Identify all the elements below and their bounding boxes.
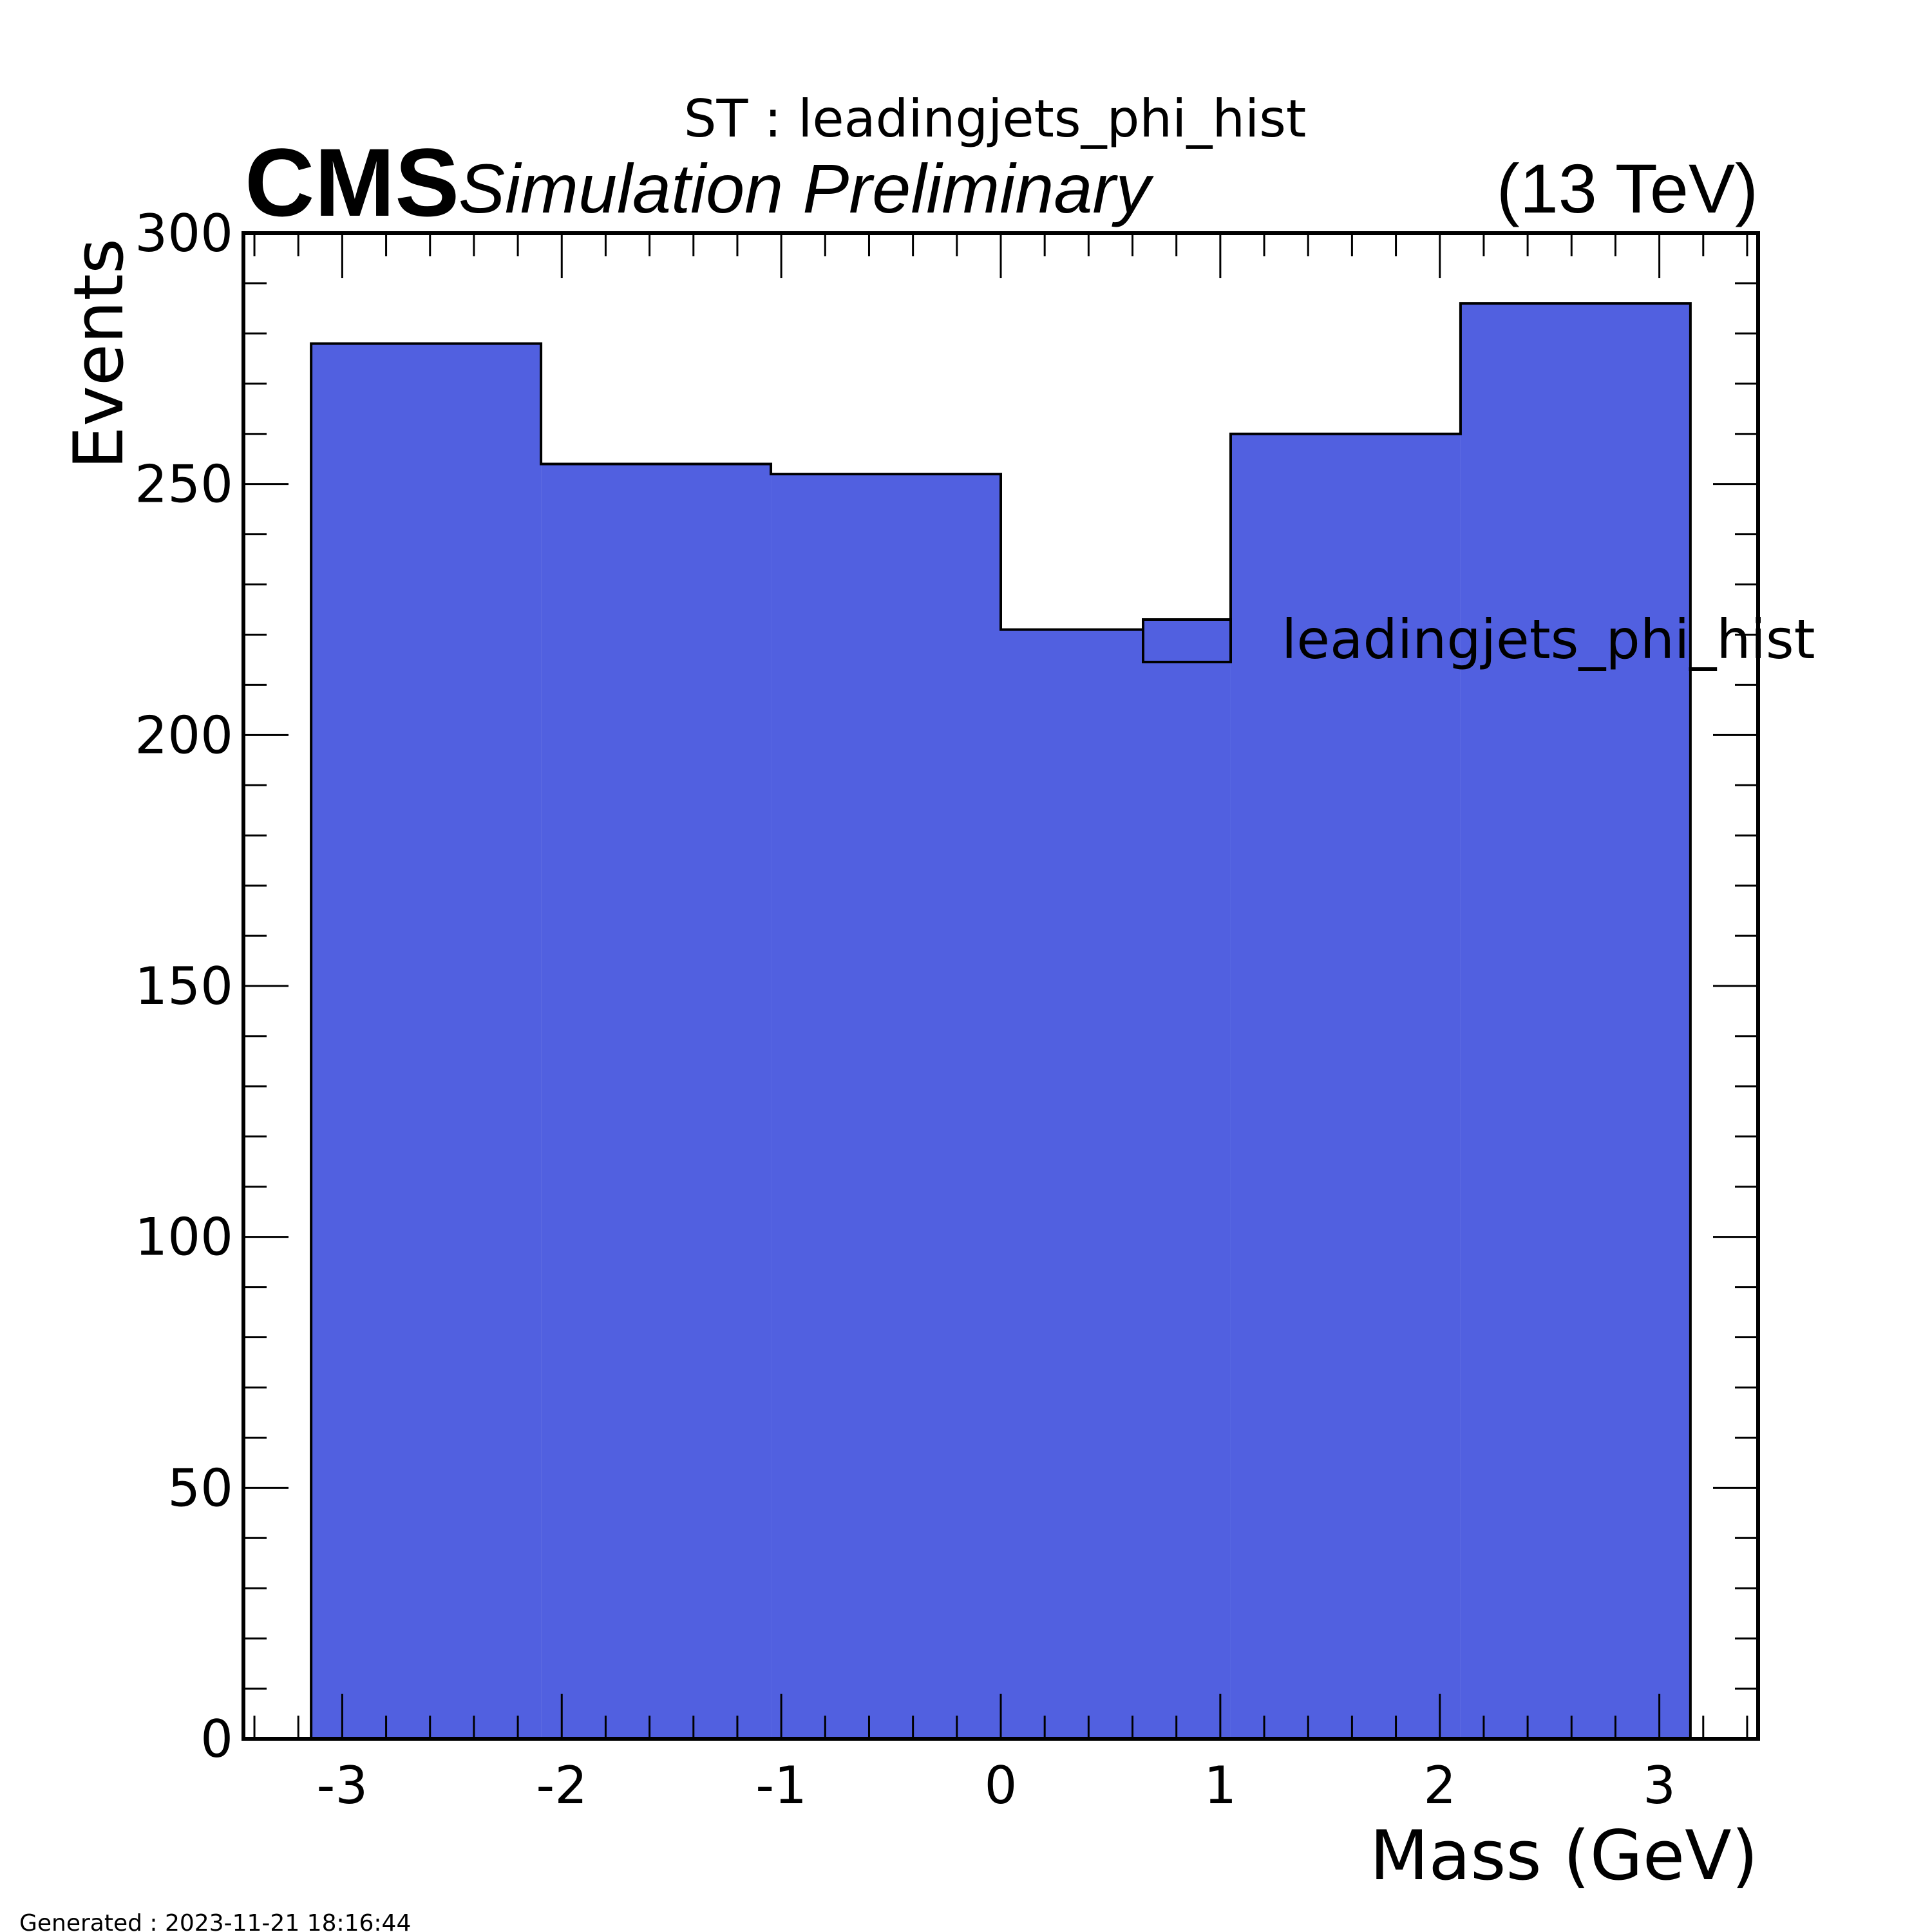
plot-frame xyxy=(242,231,1760,1741)
legend: leadingjets_phi_hist xyxy=(1142,608,1815,671)
x-tick-label: -1 xyxy=(755,1756,807,1815)
histogram-bar xyxy=(311,343,542,1739)
x-tick-label: 2 xyxy=(1423,1756,1456,1815)
y-tick-label: 100 xyxy=(135,1208,233,1267)
generated-timestamp: Generated : 2023-11-21 18:16:44 xyxy=(19,1910,411,1932)
legend-swatch xyxy=(1142,618,1232,663)
x-tick-label: 0 xyxy=(985,1756,1018,1815)
x-tick-label: -2 xyxy=(536,1756,587,1815)
x-tick-label: 1 xyxy=(1204,1756,1236,1815)
status-label: Simulation Preliminary xyxy=(459,149,1154,227)
histogram-bar xyxy=(541,464,772,1739)
experiment-label: CMS xyxy=(245,128,459,236)
y-tick-label: 300 xyxy=(135,204,233,263)
histogram-outline xyxy=(310,302,1692,1739)
legend-entry-label: leadingjets_phi_hist xyxy=(1282,608,1815,671)
energy-label: (13 TeV) xyxy=(1497,149,1758,227)
x-tick-label: 3 xyxy=(1643,1756,1676,1815)
y-tick-label: 250 xyxy=(135,455,233,515)
y-tick-label: 0 xyxy=(200,1709,233,1769)
y-tick-label: 150 xyxy=(135,956,233,1016)
histogram-bar xyxy=(771,474,1001,1739)
tick-labels-layer: -3 -2 -1 0 1 2 3 0 50 100 150 200 250 300 xyxy=(135,204,1676,1815)
x-tick-label: -3 xyxy=(317,1756,368,1815)
y-axis-label: Events xyxy=(59,238,138,469)
chart-title: ST : leadingjets_phi_hist xyxy=(684,89,1307,149)
y-tick-label: 50 xyxy=(167,1458,233,1518)
histogram-bar xyxy=(1460,303,1690,1739)
histogram-fill-layer xyxy=(310,302,1692,1739)
histogram-bar xyxy=(1230,433,1461,1739)
x-axis-label: Mass (GeV) xyxy=(1370,1816,1758,1895)
histogram-bar xyxy=(1001,629,1231,1739)
y-tick-label: 200 xyxy=(135,705,233,765)
